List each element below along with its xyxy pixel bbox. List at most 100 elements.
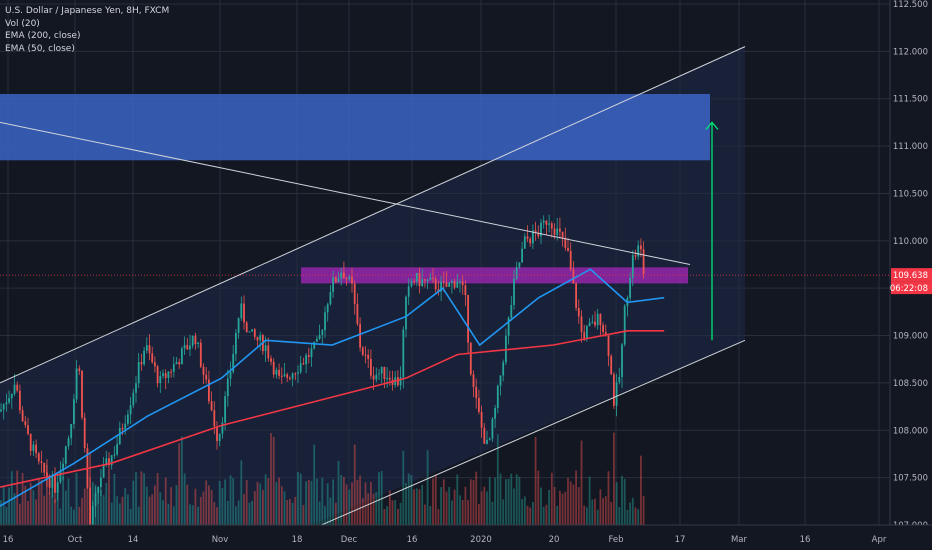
volume-bar [210, 490, 213, 525]
volume-bar [51, 486, 54, 525]
volume-bar [631, 497, 634, 525]
volume-bar [634, 507, 637, 525]
last-price-value: 109.638 [893, 271, 928, 281]
target-arrow[interactable] [705, 121, 719, 341]
candle-body [642, 249, 645, 274]
candle-body [591, 321, 594, 323]
candle-body [56, 482, 59, 493]
candle-body [534, 230, 537, 233]
symbol-title[interactable]: U.S. Dollar / Japanese Yen, 8H, FXCM [5, 6, 170, 16]
volume-bar [67, 478, 70, 525]
candle-body [599, 313, 602, 326]
candle-body [345, 278, 348, 280]
volume-bar [43, 495, 46, 525]
candle-body [186, 345, 189, 350]
candle-body [613, 374, 615, 406]
legend-ema200[interactable]: EMA (200, close) [5, 31, 81, 41]
candle-body [629, 277, 631, 298]
candle-body [235, 332, 237, 354]
volume-bar [297, 471, 299, 525]
descending-trendline[interactable] [0, 121, 691, 265]
volume-bar [499, 473, 502, 525]
ema-200-line [0, 330, 665, 488]
volume-bar [21, 472, 24, 525]
volume-bar [56, 483, 59, 525]
candle-body [299, 363, 302, 373]
candle-body [43, 462, 46, 473]
volume-bar [432, 478, 434, 525]
volume-bar [310, 480, 313, 525]
volume-bar [383, 509, 386, 525]
candle-body [27, 425, 29, 434]
candle-body [494, 407, 496, 419]
time-scale[interactable]: 16 Oct 14 Nov 18 Dec 16 2020 20 Feb 17 Mar 16 Apr [0, 524, 932, 550]
candle-body [143, 350, 145, 365]
volume-bar [62, 476, 64, 525]
candle-body [564, 237, 567, 248]
candle-body [532, 230, 534, 244]
candle-body [110, 455, 113, 466]
volume-bar [186, 484, 189, 525]
legend-volume[interactable]: Vol (20) [5, 18, 40, 29]
candle-body [418, 272, 421, 287]
volume-bar [397, 508, 399, 525]
candle-body [145, 345, 148, 351]
volume-bar [280, 486, 283, 525]
volume-bar [623, 478, 626, 525]
candle-body [618, 377, 621, 383]
volume-bar [291, 502, 294, 525]
channel-upper-line[interactable] [0, 46, 746, 384]
volume-bar [226, 500, 229, 525]
volume-bar [129, 508, 132, 525]
candle-body [102, 465, 105, 478]
candle-body [218, 433, 221, 442]
volume-bar [618, 507, 621, 525]
candle-body [37, 453, 40, 462]
price-tick-label: 111.000 [893, 142, 928, 152]
volume-bar [145, 486, 148, 525]
time-tick-label: Feb [608, 535, 623, 545]
volume-bar [332, 479, 334, 525]
candle-body [502, 362, 505, 376]
channel-lower-line[interactable] [314, 339, 746, 529]
candle-body [615, 382, 618, 406]
candle-body [561, 231, 564, 238]
volume-bar [159, 492, 162, 525]
volume-bar [599, 489, 602, 525]
price-tick-label: 107.500 [893, 474, 928, 484]
volume-bar [289, 498, 291, 525]
candle-body [307, 355, 310, 357]
volume-bar [294, 496, 297, 525]
candle-body [154, 362, 156, 367]
volume-bar [399, 502, 402, 525]
candle-body [367, 354, 370, 360]
candle-body [46, 472, 48, 479]
volume-bar [329, 497, 332, 525]
candle-body [202, 366, 205, 375]
volume-bar [451, 500, 453, 525]
volume-bar [378, 472, 380, 525]
candle-body [361, 347, 364, 355]
time-tick-label: Nov [212, 535, 229, 545]
candle-body [542, 220, 545, 223]
resistance-zone[interactable] [0, 93, 710, 161]
volume-bar [110, 502, 113, 525]
candle-body [294, 373, 297, 375]
volume-bar [448, 486, 451, 525]
volume-bar [615, 482, 618, 525]
volume-bar [505, 479, 507, 525]
candle-body [353, 283, 356, 304]
candle-body [224, 396, 226, 423]
support-zone[interactable] [301, 267, 688, 284]
volume-bar [475, 471, 478, 525]
volume-bar [73, 509, 75, 525]
candle-body [297, 372, 299, 374]
candle-body [172, 364, 175, 372]
legend-ema50[interactable]: EMA (50, close) [5, 43, 75, 54]
candles [0, 214, 645, 533]
volume-bar [621, 475, 623, 525]
candle-body [397, 377, 399, 386]
candle-body [434, 278, 437, 290]
